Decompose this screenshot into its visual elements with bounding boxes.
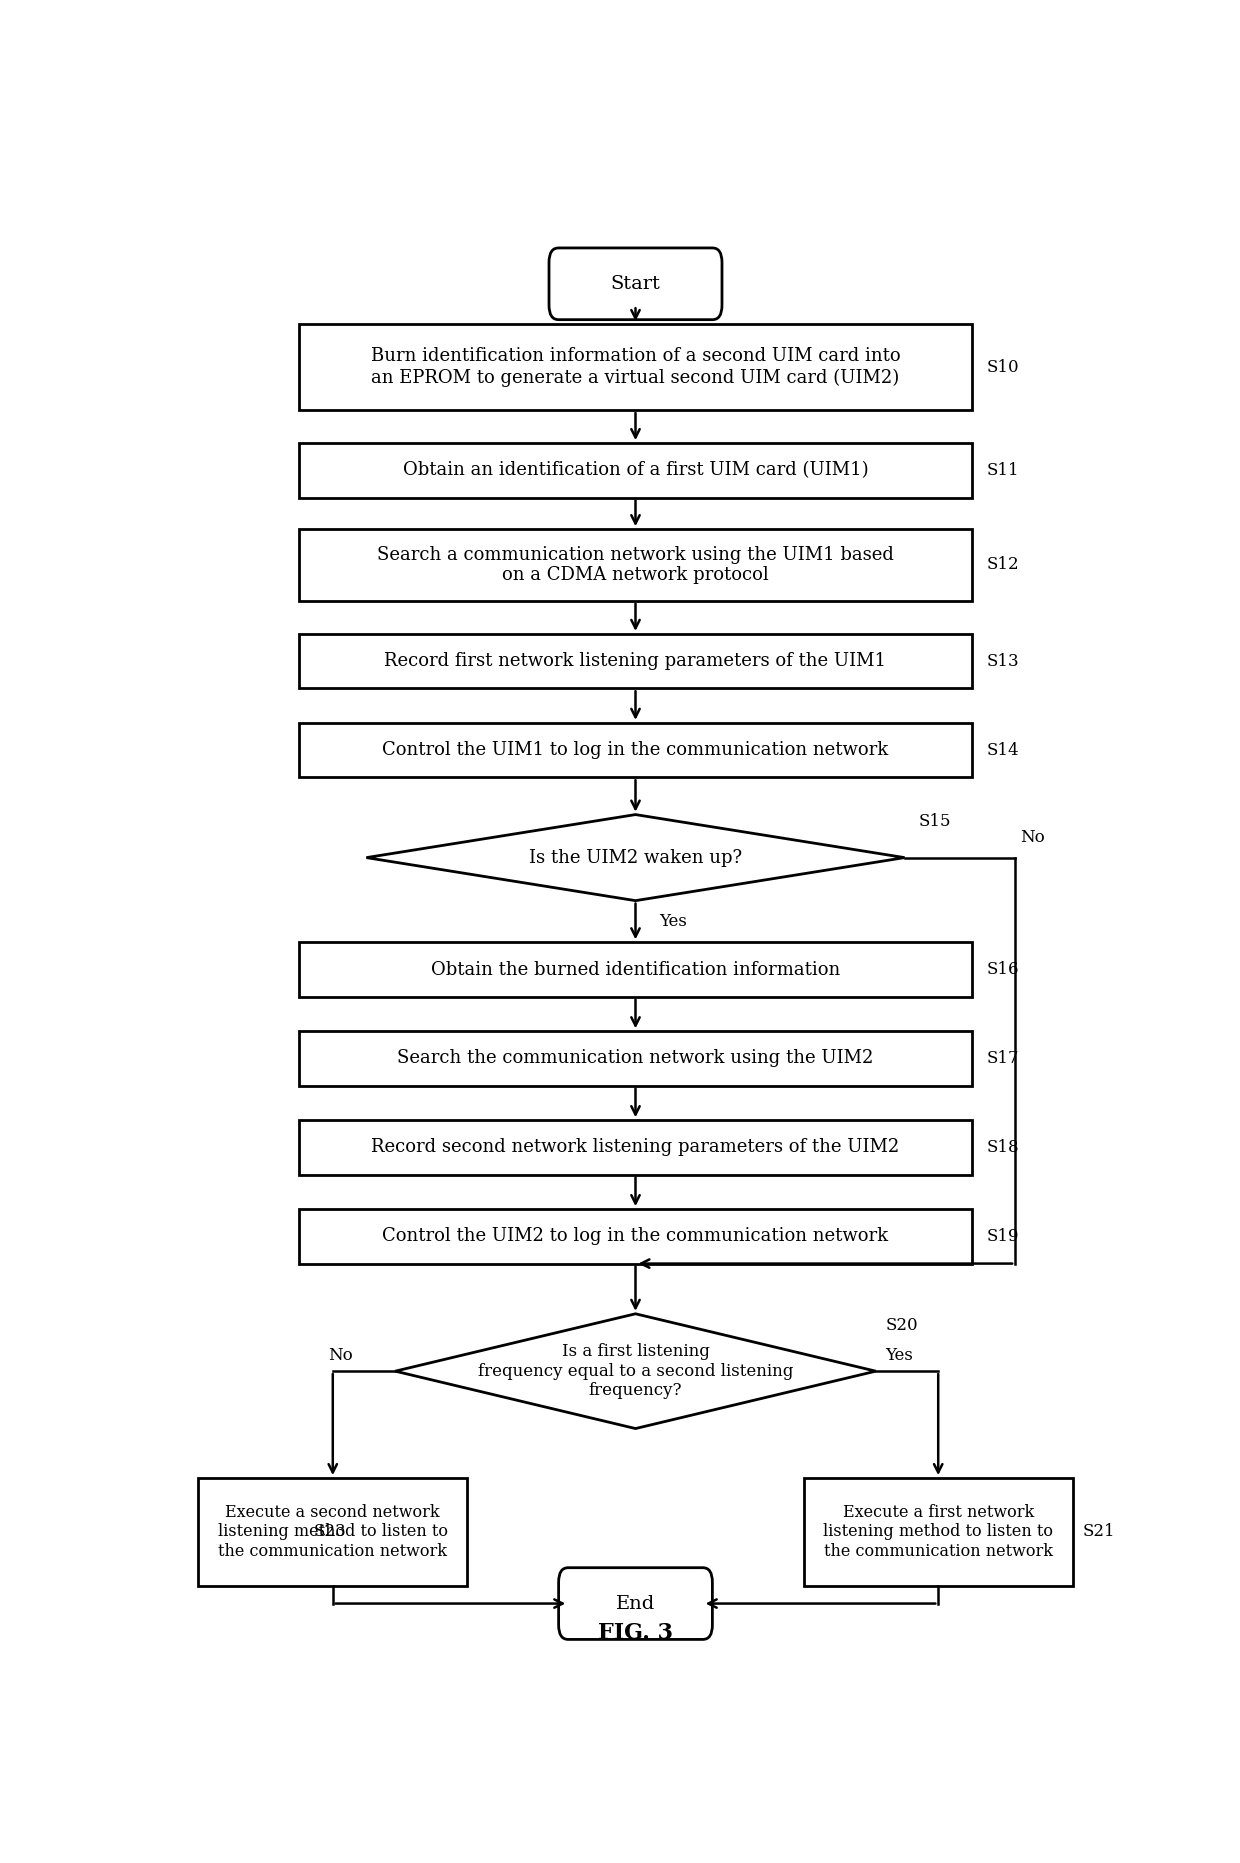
Text: Obtain an identification of a first UIM card (UIM1): Obtain an identification of a first UIM … [403, 462, 868, 479]
Text: Control the UIM1 to log in the communication network: Control the UIM1 to log in the communica… [382, 741, 889, 758]
Text: S14: S14 [986, 741, 1019, 758]
Text: Yes: Yes [885, 1347, 913, 1364]
Text: Search a communication network using the UIM1 based
on a CDMA network protocol: Search a communication network using the… [377, 546, 894, 585]
Text: Burn identification information of a second UIM card into
an EPROM to generate a: Burn identification information of a sec… [371, 348, 900, 386]
Text: FIG. 3: FIG. 3 [598, 1621, 673, 1643]
Bar [299, 1209, 972, 1263]
Text: S10: S10 [986, 358, 1019, 376]
Text: S23: S23 [314, 1524, 346, 1541]
Bar [804, 1477, 1073, 1585]
Text: S19: S19 [986, 1228, 1019, 1244]
Text: S20: S20 [885, 1317, 918, 1334]
Text: Record first network listening parameters of the UIM1: Record first network listening parameter… [384, 652, 887, 671]
Polygon shape [367, 814, 905, 900]
Bar [299, 633, 972, 687]
Text: S21: S21 [1083, 1524, 1115, 1541]
Text: No: No [327, 1347, 352, 1364]
Text: S13: S13 [986, 652, 1019, 669]
Bar [299, 943, 972, 997]
FancyBboxPatch shape [549, 248, 722, 320]
FancyBboxPatch shape [558, 1567, 712, 1639]
Polygon shape [396, 1313, 875, 1429]
Text: Is the UIM2 waken up?: Is the UIM2 waken up? [529, 850, 742, 866]
Bar [198, 1477, 467, 1585]
Text: Obtain the burned identification information: Obtain the burned identification informa… [430, 961, 841, 978]
Text: S16: S16 [986, 961, 1019, 978]
Text: S11: S11 [986, 462, 1019, 479]
Bar [299, 443, 972, 497]
Text: S12: S12 [986, 557, 1019, 574]
Text: S17: S17 [986, 1051, 1019, 1067]
Text: S15: S15 [919, 814, 951, 831]
Text: Execute a first network
listening method to listen to
the communication network: Execute a first network listening method… [823, 1503, 1053, 1559]
Text: Yes: Yes [660, 913, 687, 930]
Bar [299, 1032, 972, 1086]
Bar [299, 324, 972, 410]
Text: End: End [616, 1595, 655, 1613]
Bar [299, 1120, 972, 1176]
Text: Control the UIM2 to log in the communication network: Control the UIM2 to log in the communica… [382, 1228, 889, 1244]
Text: S18: S18 [986, 1138, 1019, 1155]
Bar [299, 723, 972, 777]
Text: Record second network listening parameters of the UIM2: Record second network listening paramete… [371, 1138, 900, 1157]
Text: No: No [1019, 829, 1044, 846]
Text: Start: Start [610, 276, 661, 292]
Text: Execute a second network
listening method to listen to
the communication network: Execute a second network listening metho… [218, 1503, 448, 1559]
Text: Search the communication network using the UIM2: Search the communication network using t… [397, 1049, 874, 1067]
Bar [299, 529, 972, 602]
Text: Is a first listening
frequency equal to a second listening
frequency?: Is a first listening frequency equal to … [477, 1343, 794, 1399]
